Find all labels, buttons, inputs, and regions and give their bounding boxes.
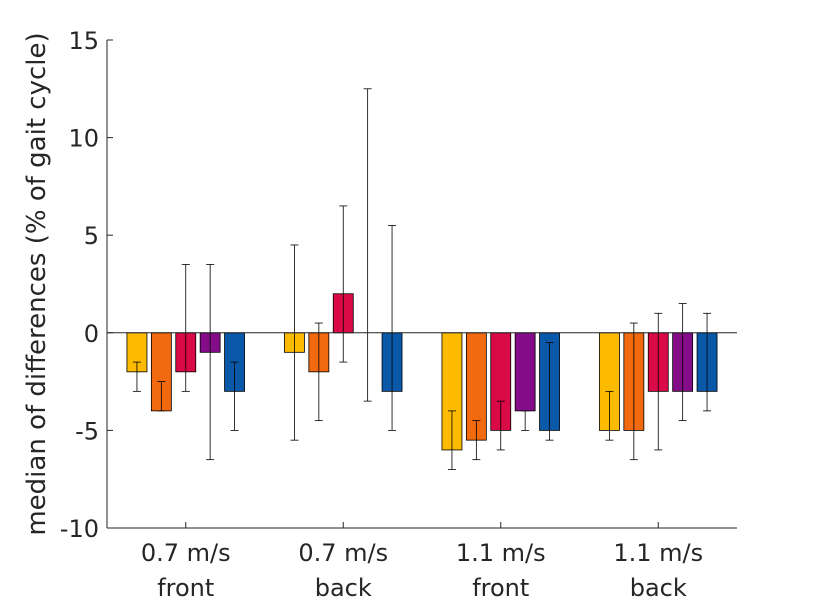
x-tick-label-line1: 1.1 m/s xyxy=(613,539,703,567)
y-tick-label: 15 xyxy=(68,27,99,55)
x-tick-label-line2: front xyxy=(472,574,529,602)
x-tick-label-line2: back xyxy=(315,574,372,602)
axes xyxy=(106,39,737,529)
x-tick-labels: 0.7 m/s front 0.7 m/s back 1.1 m/s front 1.1 m… xyxy=(141,539,703,602)
error-bars xyxy=(132,88,712,470)
bar-series-4-cat3 xyxy=(514,332,536,412)
bars xyxy=(126,293,718,451)
y-tick-label: 10 xyxy=(68,125,99,153)
y-tick-label: -10 xyxy=(60,515,99,543)
x-tick-label-line1: 0.7 m/s xyxy=(141,539,231,567)
x-tick-label-line1: 0.7 m/s xyxy=(298,539,388,567)
y-axis-label: median of differences (% of gait cycle) xyxy=(22,32,52,535)
y-tick-label: 5 xyxy=(84,222,99,250)
x-tick-label-line1: 1.1 m/s xyxy=(456,539,546,567)
y-tick-labels: 15 10 5 0 -5 -10 xyxy=(60,27,99,543)
y-tick-label: 0 xyxy=(84,320,99,348)
y-tick-label: -5 xyxy=(75,417,99,445)
x-tick-label-line2: front xyxy=(157,574,214,602)
x-tick-label-line2: back xyxy=(630,574,687,602)
